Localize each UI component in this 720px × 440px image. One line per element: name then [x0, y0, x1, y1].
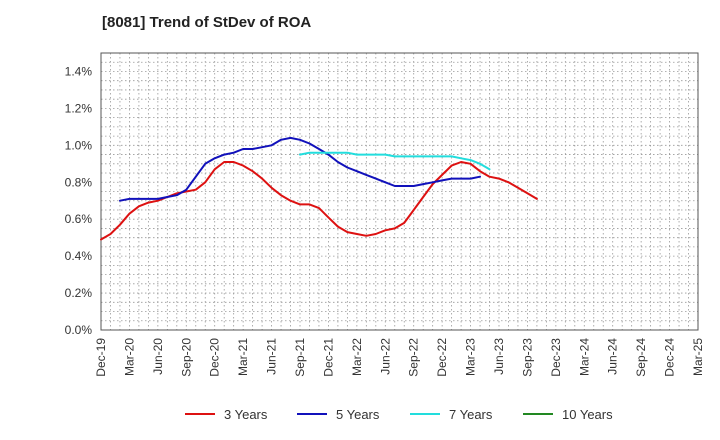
x-tick-label: Mar-20 [122, 338, 136, 376]
x-tick-label: Sep-23 [520, 338, 534, 377]
y-tick-label: 0.0% [65, 323, 93, 337]
plot-border [100, 52, 699, 331]
x-tick-label: Sep-20 [179, 338, 193, 377]
x-tick-label: Jun-21 [265, 338, 279, 375]
legend-label-7-years: 7 Years [449, 407, 493, 422]
legend-label-3-years: 3 Years [224, 407, 268, 422]
x-tick-label: Sep-24 [634, 338, 648, 377]
x-tick-label: Dec-22 [435, 338, 449, 377]
series-line-3-years [100, 161, 538, 241]
legend-label-5-years: 5 Years [336, 407, 380, 422]
y-tick-label: 0.6% [65, 212, 93, 226]
x-tick-label: Mar-22 [350, 338, 364, 376]
x-tick-label: Mar-25 [691, 338, 705, 376]
series-line-5-years [119, 136, 481, 202]
x-tick-label: Dec-19 [94, 338, 108, 377]
y-tick-label: 0.4% [65, 249, 93, 263]
y-tick-label: 1.4% [65, 64, 93, 78]
x-tick-label: Sep-21 [293, 338, 307, 377]
x-tick-label: Dec-20 [208, 338, 222, 377]
chart-title: [8081] Trend of StDev of ROA [102, 14, 312, 31]
y-tick-label: 1.0% [65, 138, 93, 152]
x-tick-label: Dec-21 [321, 338, 335, 377]
x-tick-label: Dec-23 [549, 338, 563, 377]
legend-label-10-years: 10 Years [562, 407, 613, 422]
y-tick-label: 1.2% [65, 101, 93, 115]
x-tick-label: Mar-23 [464, 338, 478, 376]
x-tick-label: Jun-20 [151, 338, 165, 375]
x-tick-label: Mar-24 [577, 338, 591, 376]
x-tick-label: Jun-23 [492, 338, 506, 375]
x-tick-label: Dec-24 [663, 338, 677, 377]
series-line-7-years [299, 151, 491, 171]
x-tick-label: Mar-21 [236, 338, 250, 376]
y-tick-label: 0.2% [65, 286, 93, 300]
x-tick-label: Jun-24 [606, 338, 620, 375]
x-tick-label: Jun-22 [378, 338, 392, 375]
x-tick-label: Sep-22 [407, 338, 421, 377]
y-tick-label: 0.8% [65, 175, 93, 189]
